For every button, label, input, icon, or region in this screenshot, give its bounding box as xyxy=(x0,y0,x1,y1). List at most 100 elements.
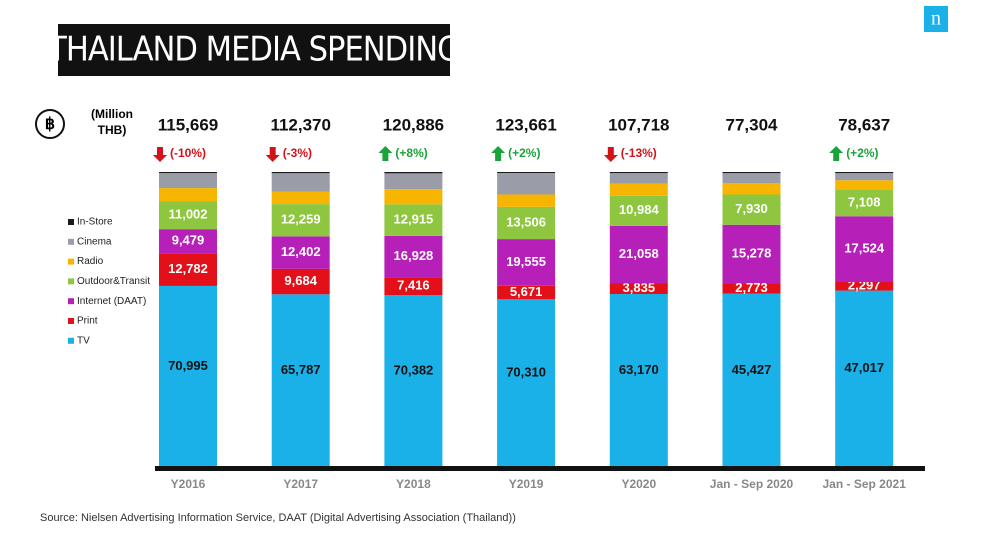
change-label: (+2%) xyxy=(846,146,878,160)
bar-segment xyxy=(384,172,443,174)
value-label: 7,108 xyxy=(848,194,881,209)
x-tick-label: Y2018 xyxy=(396,477,431,491)
bar-segment xyxy=(835,290,894,467)
bar-segment xyxy=(497,206,556,240)
change-arrow xyxy=(153,147,167,162)
bar-segment xyxy=(384,204,443,236)
bar-segment xyxy=(835,282,894,291)
legend-swatch xyxy=(68,258,74,265)
bar-segment xyxy=(835,189,894,217)
x-tick-label: Y2020 xyxy=(621,477,656,491)
legend-label: Radio xyxy=(77,256,104,267)
total-label: 115,669 xyxy=(158,115,219,134)
unit-label: (Million xyxy=(91,107,133,121)
total-label: 123,661 xyxy=(495,115,556,134)
value-label: 7,930 xyxy=(735,201,768,216)
bar-segment xyxy=(722,172,781,174)
bar-segment xyxy=(835,172,894,174)
bar-segment xyxy=(609,173,668,184)
value-label: 17,524 xyxy=(844,241,885,256)
value-label: 10,984 xyxy=(619,202,660,217)
value-label: 11,002 xyxy=(168,207,207,222)
bar-segment xyxy=(497,172,556,195)
bar-segment xyxy=(159,253,217,286)
value-label: 12,259 xyxy=(281,212,321,227)
legend-label: Internet (DAAT) xyxy=(77,296,146,307)
value-label: 12,402 xyxy=(281,244,321,259)
legend-swatch xyxy=(68,219,74,225)
total-label: 120,886 xyxy=(383,115,444,134)
bar-segment xyxy=(497,285,556,300)
bar-segment xyxy=(384,235,443,278)
legend-swatch xyxy=(68,337,74,344)
total-label: 77,304 xyxy=(726,115,779,134)
bar-segment xyxy=(159,173,217,189)
bar-segment xyxy=(271,172,330,174)
bar-segment xyxy=(609,183,668,196)
value-label: 65,787 xyxy=(281,362,321,377)
source: Source: Nielsen Advertising Information … xyxy=(40,512,516,524)
bar-segment xyxy=(159,229,217,254)
bar-segment xyxy=(609,172,668,174)
bar-segment xyxy=(497,172,556,173)
value-label: 70,382 xyxy=(394,363,434,378)
legend-swatch xyxy=(68,298,74,305)
bar-segment xyxy=(835,173,894,181)
x-tick-label: Y2016 xyxy=(171,477,206,491)
value-label: 9,479 xyxy=(172,233,205,248)
x-tick-label: Jan - Sep 2020 xyxy=(710,477,794,491)
bar-segment xyxy=(497,299,556,467)
bar-segment xyxy=(271,294,330,467)
value-label: 63,170 xyxy=(619,362,659,377)
bar-segment xyxy=(609,294,668,467)
change-arrow xyxy=(829,146,844,161)
value-label: 21,058 xyxy=(619,246,659,261)
legend-swatch xyxy=(68,278,74,285)
change-label: (-13%) xyxy=(621,146,657,160)
x-tick-label: Y2017 xyxy=(283,477,318,491)
legend-label: TV xyxy=(77,335,90,346)
bar-segment xyxy=(497,194,556,207)
change-label: (-10%) xyxy=(170,146,206,160)
value-label: 70,310 xyxy=(506,365,546,380)
value-label: 5,671 xyxy=(510,284,543,299)
bar-segment xyxy=(384,173,443,190)
value-label: 2,773 xyxy=(735,280,768,295)
value-label: 7,416 xyxy=(397,278,430,293)
total-label: 107,718 xyxy=(608,115,669,134)
bar-segment xyxy=(384,277,443,296)
value-label: 70,995 xyxy=(168,358,208,373)
value-label: 13,506 xyxy=(506,214,546,229)
bar-segment xyxy=(271,236,330,269)
bar-segment xyxy=(271,191,330,205)
bar-segment xyxy=(722,194,781,225)
bar-segment xyxy=(835,180,894,190)
change-label: (-3%) xyxy=(283,146,312,160)
bar-segment xyxy=(722,183,781,195)
currency-icon xyxy=(35,109,65,139)
value-label: 15,278 xyxy=(732,245,772,260)
bar-segment xyxy=(271,173,330,192)
bar-segment xyxy=(271,268,330,295)
title-box xyxy=(58,24,450,76)
bar-segment xyxy=(722,283,781,294)
value-label: 12,782 xyxy=(168,261,208,276)
value-label: 12,915 xyxy=(394,212,434,227)
value-label: 3,835 xyxy=(623,280,656,295)
legend-swatch xyxy=(68,318,74,324)
change-arrow xyxy=(378,146,393,161)
bar-segment xyxy=(159,285,217,467)
total-label: 78,637 xyxy=(838,115,890,134)
bar-segment xyxy=(609,225,668,284)
change-label: (+8%) xyxy=(395,146,427,160)
value-label: 19,555 xyxy=(506,254,546,269)
legend-label: In-Store xyxy=(77,217,113,228)
logo-box xyxy=(924,6,948,32)
bar-segment xyxy=(609,283,668,295)
legend-label: Print xyxy=(77,316,98,327)
bar-segment xyxy=(497,239,556,286)
logo: n xyxy=(931,8,941,30)
unit-label: THB) xyxy=(98,123,127,137)
x-tick-label: Y2019 xyxy=(509,477,544,491)
